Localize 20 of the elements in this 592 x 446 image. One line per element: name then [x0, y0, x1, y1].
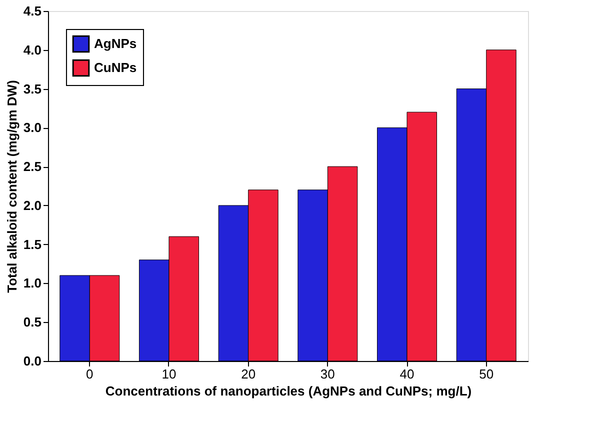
x-tick-label: 10 — [162, 366, 176, 382]
y-axis-title: Total alkaloid content (mg/gm DW) — [4, 80, 20, 293]
legend-label: AgNPs — [94, 36, 137, 51]
x-tick-label: 40 — [400, 366, 414, 382]
x-tick-label: 20 — [241, 366, 256, 382]
y-tick-label: 2.0 — [23, 198, 42, 213]
y-tick-label: 3.0 — [23, 120, 42, 136]
y-tick-label: 0.0 — [23, 354, 42, 368]
x-tick-label: 0 — [86, 366, 94, 382]
y-tick-label: 1.5 — [23, 236, 42, 252]
y-tick-label: 2.5 — [23, 159, 42, 174]
y-tick-label: 3.5 — [23, 81, 42, 96]
y-tick-label: 1.0 — [23, 276, 42, 291]
y-tick-label: 4.5 — [23, 4, 42, 18]
x-axis-title: Concentrations of nanoparticles (AgNPs and CuNPs; mg/L) — [105, 384, 472, 398]
y-tick-label: 4.0 — [23, 42, 42, 58]
legend-label: CuNPs — [94, 60, 137, 75]
x-tick-label: 50 — [479, 366, 494, 382]
x-tick-label: 30 — [320, 366, 335, 382]
y-tick-label: 0.5 — [23, 314, 42, 330]
